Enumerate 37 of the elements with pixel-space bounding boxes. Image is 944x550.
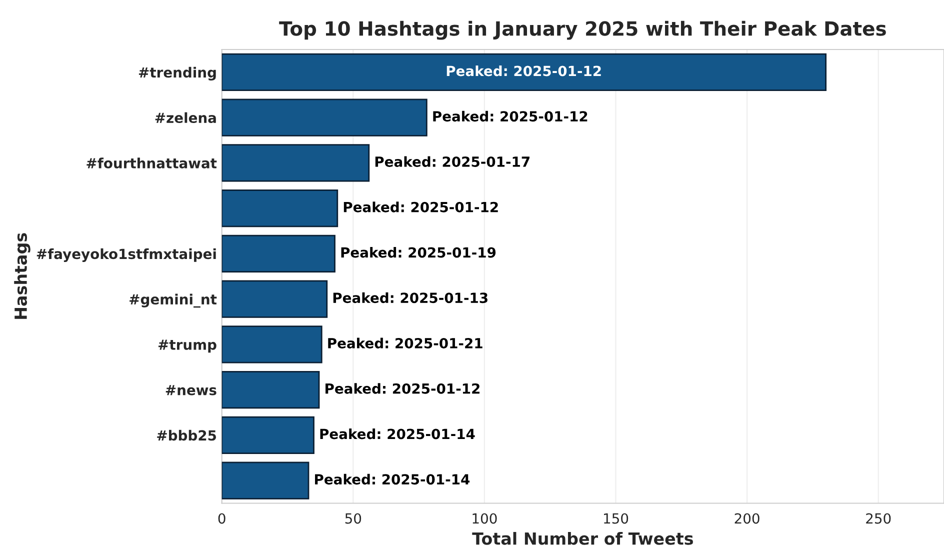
bar [222, 234, 336, 273]
x-tick-label: 100 [472, 513, 497, 524]
y-axis-title: Hashtags [14, 233, 30, 319]
y-tick-label: #fourthnattawat [86, 158, 217, 168]
bar [222, 144, 370, 182]
x-tick-label: 250 [866, 513, 891, 524]
bar [222, 416, 314, 454]
data-label: Peaked: 2025-01-21 [328, 338, 482, 348]
data-label: Peaked: 2025-01-12 [326, 383, 480, 394]
bar [222, 326, 322, 364]
x-tick-label: 50 [345, 513, 362, 524]
chart-title: Top 10 Hashtags in January 2025 with Their Peak Dates [279, 20, 886, 40]
bar [222, 53, 827, 92]
data-label: Peaked: 2025-01-12 [344, 202, 498, 212]
data-label: Peaked: 2025-01-14 [315, 474, 470, 485]
data-label: Peaked: 2025-01-12 [446, 65, 601, 76]
bar [222, 280, 328, 318]
data-label: Peaked: 2025-01-13 [333, 292, 488, 304]
data-label: Peaked: 2025-01-12 [433, 110, 588, 122]
x-tick-label: 150 [604, 513, 628, 524]
x-tick-label: 0 [218, 513, 226, 524]
bar [222, 189, 338, 228]
x-axis-title: Total Number of Tweets [472, 532, 693, 545]
y-tick-label: #bbb25 [157, 430, 216, 441]
bar [222, 370, 320, 409]
y-tick-label: #trending [138, 66, 216, 80]
y-tick-label: #gemini_nt [130, 294, 217, 308]
bar [222, 98, 428, 136]
data-label: Peaked: 2025-01-17 [375, 156, 530, 167]
y-tick-label: #zelena [155, 112, 216, 124]
bar [222, 462, 310, 500]
data-label: Peaked: 2025-01-19 [341, 246, 496, 258]
x-tick-label: 200 [734, 513, 760, 524]
y-tick-label: #fayeyoko1stfmxtaipei [36, 248, 216, 262]
data-label: Peaked: 2025-01-14 [320, 428, 475, 440]
y-tick-label: #news [166, 385, 216, 396]
y-tick-label: #trump [158, 340, 216, 353]
